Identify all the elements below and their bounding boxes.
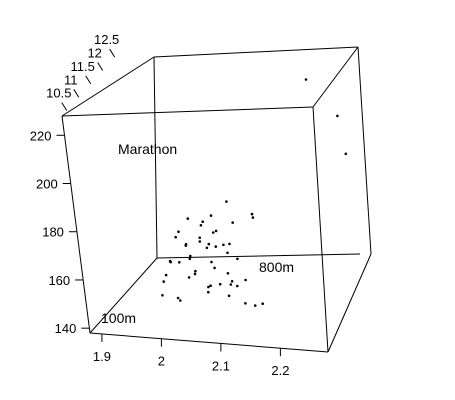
y-axis-tick-mark — [85, 75, 92, 85]
data-point — [225, 200, 228, 203]
box-front-edges — [61, 46, 372, 353]
data-point — [228, 242, 231, 246]
data-point — [231, 221, 234, 224]
data-point — [199, 224, 203, 227]
y-axis-tick-mark — [97, 62, 104, 71]
box-edge — [312, 106, 329, 353]
x-axis-tick-label: 2.1 — [212, 358, 230, 373]
box-edge — [89, 257, 158, 334]
data-point — [193, 272, 197, 276]
data-point — [176, 296, 180, 300]
data-point — [205, 246, 209, 250]
data-point — [210, 260, 213, 264]
data-point — [207, 242, 211, 246]
data-point — [226, 251, 229, 255]
box-edge — [156, 253, 361, 259]
data-point — [236, 257, 239, 261]
z-axis-tick-label: 220 — [30, 128, 52, 143]
z-axis-title: Marathon — [118, 141, 177, 157]
box-edge — [153, 56, 158, 259]
data-point — [250, 212, 254, 216]
data-point — [251, 216, 255, 219]
data-point — [198, 236, 201, 239]
data-point — [186, 217, 190, 220]
data-point — [198, 240, 202, 243]
y-axis-tick-mark — [61, 102, 68, 111]
data-point — [174, 235, 177, 239]
box-back-edges — [153, 46, 361, 259]
data-point — [161, 294, 164, 297]
data-point — [179, 299, 182, 302]
data-point — [244, 302, 247, 305]
y-axis-title: 800m — [259, 259, 294, 275]
z-axis-tick-label: 200 — [36, 177, 58, 192]
data-point — [168, 259, 172, 263]
data-point — [188, 257, 192, 261]
box-edge — [327, 253, 372, 353]
box-edge — [61, 56, 155, 117]
data-point — [336, 114, 339, 118]
data-points — [161, 78, 348, 307]
box-edge — [153, 46, 359, 58]
y-axis-tick-label: 12.5 — [94, 32, 119, 47]
data-point — [201, 220, 204, 223]
data-point — [164, 273, 168, 277]
box-edge — [357, 46, 372, 255]
z-axis-tick-label: 180 — [42, 225, 64, 240]
data-point — [213, 266, 216, 270]
y-axis-tick-label: 11.5 — [71, 59, 95, 74]
data-point — [227, 294, 231, 298]
data-point — [226, 272, 230, 275]
data-point — [177, 230, 180, 233]
x-axis-tick-label: 2 — [158, 354, 165, 369]
data-point — [229, 283, 233, 286]
data-point — [214, 245, 218, 248]
data-point — [253, 304, 257, 307]
data-point — [207, 290, 210, 294]
z-axis-tick-label: 140 — [55, 321, 77, 336]
data-point — [222, 243, 225, 247]
axis-ticks: 1.9 2 2.1 2.2 140 160 180 200 220 10.51111.51212.… — [30, 32, 290, 378]
data-point — [244, 278, 247, 282]
x-axis-tick-label: 1.9 — [93, 349, 111, 364]
data-point — [207, 285, 210, 289]
box-edge — [61, 115, 91, 334]
box-edge — [89, 332, 329, 353]
data-point — [189, 254, 192, 258]
data-point — [184, 244, 188, 247]
data-point — [187, 276, 191, 279]
data-point — [178, 261, 181, 264]
data-point — [344, 152, 348, 156]
data-point — [209, 284, 212, 288]
x-axis-title: 100m — [101, 310, 136, 326]
data-point — [162, 280, 165, 283]
data-point — [194, 269, 197, 273]
data-point — [211, 231, 215, 234]
data-point — [214, 229, 218, 233]
y-axis-tick-label: 12 — [87, 45, 101, 60]
box-edge — [312, 46, 359, 108]
y-axis-tick-mark — [109, 48, 116, 58]
data-point — [230, 280, 234, 283]
z-axis-tick-label: 160 — [48, 273, 70, 288]
data-point — [304, 78, 308, 81]
data-point — [261, 302, 265, 306]
y-axis-tick-label: 11 — [64, 72, 78, 87]
data-point — [218, 282, 222, 286]
y-axis-tick-label: 10.5 — [46, 86, 71, 101]
data-point — [209, 214, 213, 217]
y-axis-tick-mark — [73, 88, 80, 98]
data-point — [236, 284, 239, 288]
x-axis-tick-label: 2.2 — [271, 363, 289, 378]
box-edge — [61, 106, 314, 117]
